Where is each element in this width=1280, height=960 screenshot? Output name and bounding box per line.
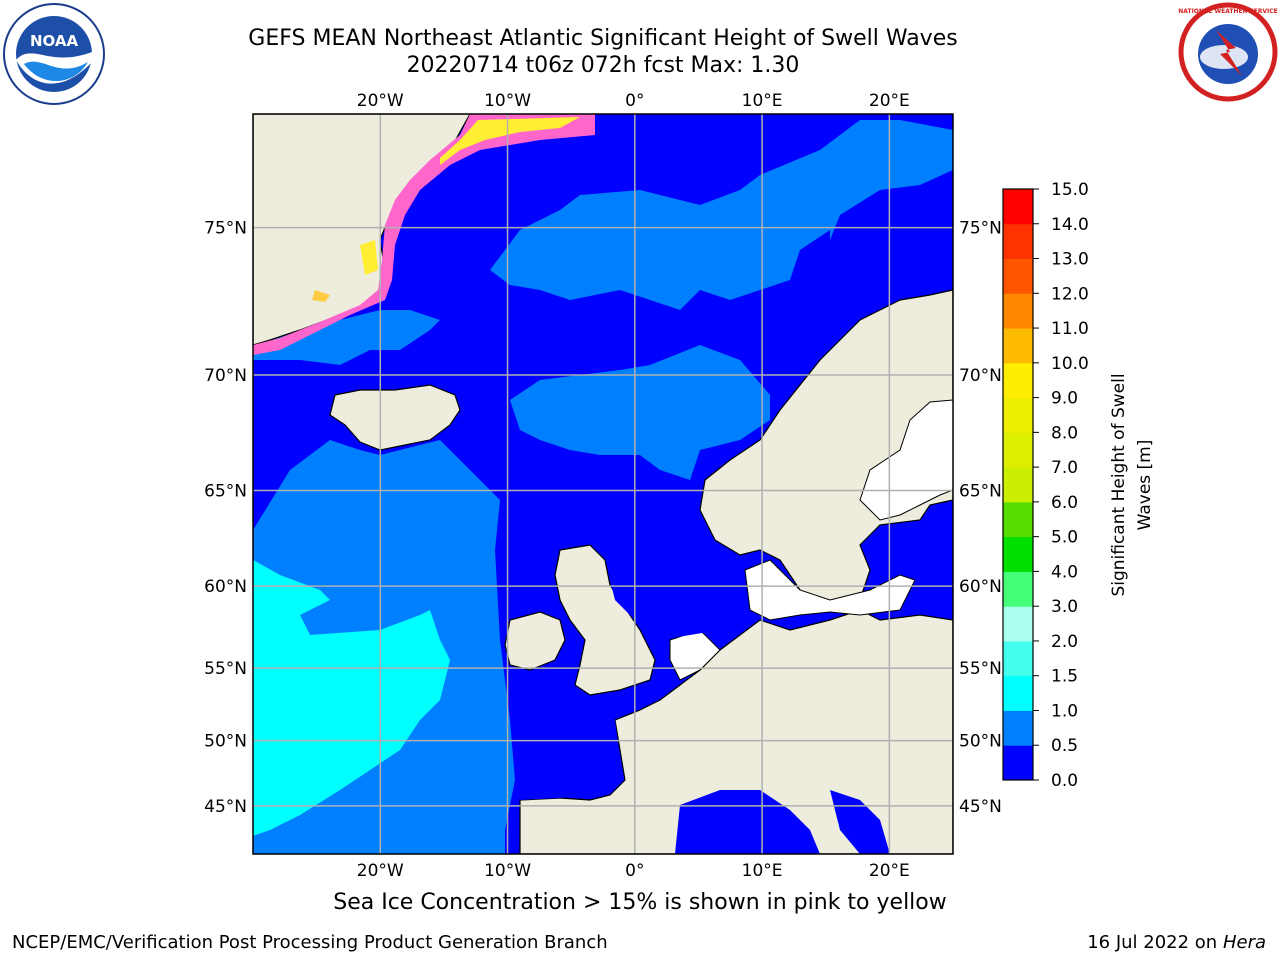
colorbar-bin [1003, 293, 1033, 329]
lon-tick-label-bottom: 10°W [484, 861, 531, 881]
colorbar-tick-label: 13.0 [1051, 250, 1089, 270]
colorbar-bin [1003, 640, 1033, 677]
colorbar-tick-label: 2.0 [1051, 632, 1078, 652]
colorbar-tick-label: 11.0 [1051, 319, 1089, 339]
noaa-logo-icon: NOAA [3, 3, 105, 105]
colorbar-bin [1003, 432, 1033, 468]
colorbar-bin [1003, 501, 1033, 538]
swell-0.5-1.0-region [253, 310, 440, 365]
lat-tick-label-right: 75°N [959, 219, 1002, 239]
map-gridlines [253, 114, 953, 854]
colorbar-tick-label: 7.0 [1051, 458, 1078, 478]
colorbar-tick-label: 14.0 [1051, 215, 1089, 235]
sea-ice-yellow [312, 290, 330, 302]
sea-ice-yellow [440, 117, 580, 165]
colorbar-tick-label: 0.5 [1051, 736, 1078, 756]
nws-logo-icon: NATIONAL WEATHER SERVICE [1178, 2, 1278, 102]
noaa-logo-text: NOAA [30, 32, 79, 50]
colorbar-ticks: 0.0 0.5 1.0 1.5 2.0 3.0 4.0 5.0 6.0 7.0 8.0 9.0 10.0… [1033, 180, 1089, 791]
nws-logo-text: NATIONAL WEATHER SERVICE [1178, 8, 1277, 15]
lat-tick-label-right: 70°N [959, 366, 1002, 386]
colorbar-bin [1003, 571, 1033, 607]
lat-tick-label-left: 65°N [204, 481, 247, 501]
colorbar-bin [1003, 467, 1033, 503]
colorbar-tick-label: 9.0 [1051, 389, 1078, 409]
lat-tick-label-left: 75°N [204, 219, 247, 239]
credit-branch: NCEP/EMC/Verification Post Processing Pr… [12, 932, 608, 953]
lat-tick-label-right: 50°N [959, 732, 1002, 752]
map-tick-labels: 20°W 20°W 10°W 10°W 0° 0° 10°E 10°E 20°E 20°E 45°N… [204, 91, 1002, 881]
lat-tick-label-right: 65°N [959, 481, 1002, 501]
map-area [253, 114, 953, 854]
colorbar-tick-label: 6.0 [1051, 493, 1078, 513]
lat-tick-label-right: 60°N [959, 577, 1002, 597]
colorbar-bin [1003, 258, 1033, 294]
swell-1.0-1.5-region [253, 560, 450, 836]
lat-tick-label-left: 50°N [204, 732, 247, 752]
north-sea-water [610, 560, 745, 640]
lon-tick-label-bottom: 20°E [869, 861, 910, 881]
colorbar-tick-label: 5.0 [1051, 528, 1078, 548]
map-frame [252, 113, 954, 855]
colorbar-bin [1003, 223, 1033, 260]
swell-0.5-1.0-region [490, 120, 953, 310]
colorbar-tick-label: 8.0 [1051, 423, 1078, 443]
colorbar-label-line2: Waves [m] [1135, 440, 1155, 531]
lat-tick-label-right: 45°N [959, 797, 1002, 817]
credit-date: 16 Jul 2022 on Hera [1087, 932, 1266, 953]
colorbar-bin [1003, 745, 1033, 781]
swell-0.5-1.0-region [510, 345, 770, 480]
sea-ice-band [253, 114, 595, 355]
lon-tick-label-top: 10°W [484, 91, 531, 111]
colorbar-tick-label: 3.0 [1051, 597, 1078, 617]
ireland-land [504, 611, 566, 671]
lon-tick-label-top: 10°E [742, 91, 783, 111]
lon-tick-label-top: 0° [625, 91, 644, 111]
lat-tick-label-left: 55°N [204, 659, 247, 679]
sea-ice-footnote: Sea Ice Concentration > 15% is shown in … [333, 890, 947, 915]
colorbar-tick-label: 1.5 [1051, 667, 1078, 687]
colorbar-bin [1003, 189, 1033, 225]
colorbar-bin [1003, 397, 1033, 433]
colorbar-bin [1003, 675, 1033, 711]
colorbar-tick-label: 10.0 [1051, 354, 1089, 374]
lat-tick-label-left: 60°N [204, 577, 247, 597]
colorbar-bin [1003, 606, 1033, 642]
baltic-mask [744, 559, 916, 621]
colorbar-label-line1: Significant Height of Swell [1109, 373, 1129, 596]
lat-tick-label-right: 55°N [959, 659, 1002, 679]
lon-tick-label-bottom: 0° [625, 861, 644, 881]
lat-tick-label-left: 70°N [204, 366, 247, 386]
colorbar-tick-label: 12.0 [1051, 284, 1089, 304]
sea-ice-yellow [360, 240, 378, 275]
iceland-land [329, 384, 461, 451]
colorbar [1003, 189, 1033, 781]
credit-host: Hera [1222, 932, 1266, 953]
colorbar-bin [1003, 328, 1033, 364]
lon-tick-label-top: 20°E [869, 91, 910, 111]
lat-tick-label-left: 45°N [204, 797, 247, 817]
colorbar-tick-label: 4.0 [1051, 562, 1078, 582]
lon-tick-label-bottom: 20°W [357, 861, 404, 881]
colorbar-bin [1003, 362, 1033, 399]
map-subtitle: 20220714 t06z 072h fcst Max: 1.30 [406, 53, 800, 78]
credit-date-text: 16 Jul 2022 on [1087, 932, 1223, 953]
lon-tick-label-top: 20°W [357, 91, 404, 111]
colorbar-tick-label: 15.0 [1051, 180, 1089, 200]
map-title: GEFS MEAN Northeast Atlantic Significant… [248, 26, 958, 51]
colorbar-bin [1003, 710, 1033, 746]
colorbar-tick-label: 0.0 [1051, 771, 1078, 791]
colorbar-frame [1002, 188, 1034, 781]
colorbar-bin [1003, 536, 1033, 572]
lon-tick-label-bottom: 10°E [742, 861, 783, 881]
great-britain-land [554, 544, 656, 696]
colorbar-tick-label: 1.0 [1051, 701, 1078, 721]
sea-ice-pink [253, 114, 595, 355]
